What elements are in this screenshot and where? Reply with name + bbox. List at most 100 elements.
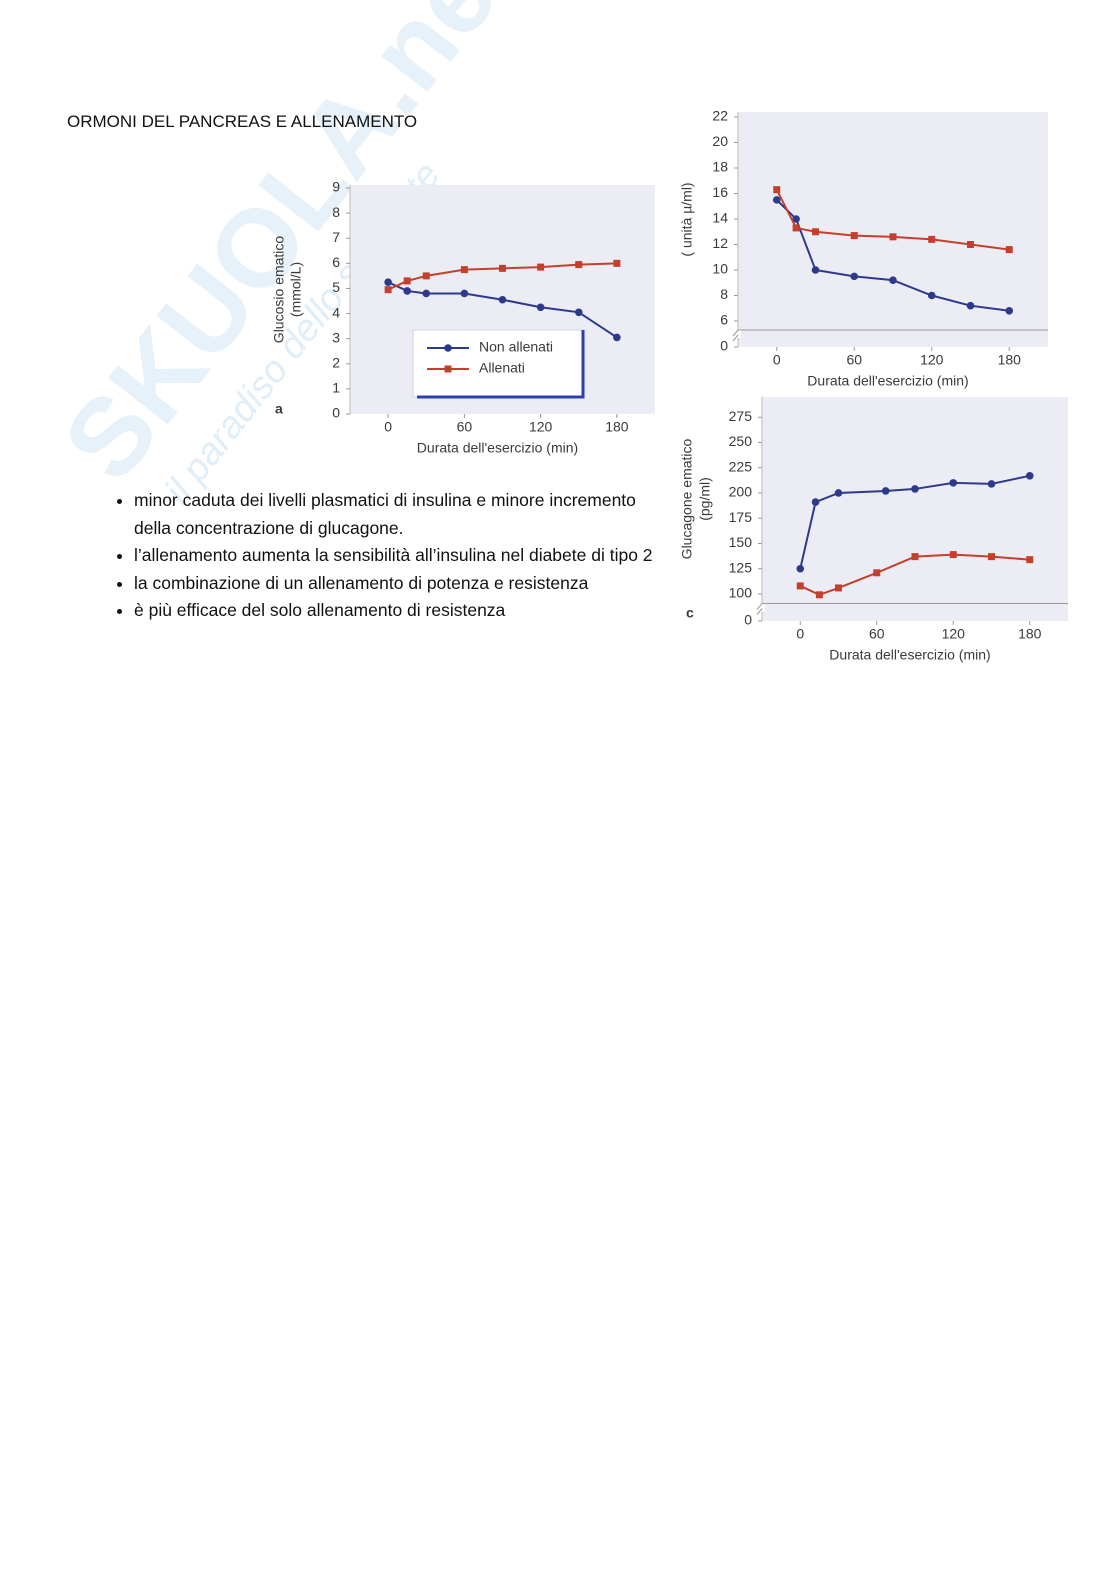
x-axis-title: Durata dell'esercizio (min) bbox=[829, 647, 990, 663]
data-point bbox=[811, 498, 820, 506]
bullet-list: minor caduta dei livelli plasmatici di i… bbox=[100, 487, 674, 625]
data-point bbox=[811, 266, 820, 274]
data-point bbox=[873, 569, 881, 577]
bullet: è più efficace del solo allenamento di r… bbox=[134, 597, 674, 625]
y-tick-label: 4 bbox=[332, 304, 340, 320]
y-tick-label: 8 bbox=[332, 204, 340, 220]
legend-label: Non allenati bbox=[479, 339, 553, 355]
data-point bbox=[966, 301, 975, 310]
bullet: minor caduta dei livelli plasmatici di i… bbox=[134, 487, 674, 542]
data-point bbox=[384, 278, 392, 286]
data-point bbox=[422, 272, 430, 280]
data-point bbox=[834, 489, 843, 497]
data-point bbox=[792, 224, 800, 232]
x-tick-label: 0 bbox=[796, 626, 804, 642]
data-point bbox=[773, 186, 781, 194]
y-tick-label: 14 bbox=[712, 210, 728, 226]
x-tick-label: 120 bbox=[529, 419, 553, 435]
y-tick-label: 225 bbox=[729, 458, 753, 474]
data-point bbox=[949, 479, 958, 487]
data-point bbox=[815, 591, 823, 599]
x-axis-title: Durata dell'esercizio (min) bbox=[417, 440, 578, 456]
y-tick-label: 18 bbox=[712, 159, 728, 175]
y-tick-label: 8 bbox=[720, 286, 728, 302]
x-tick-label: 60 bbox=[869, 626, 885, 642]
y-tick-label: 0 bbox=[720, 338, 728, 354]
data-point bbox=[574, 308, 583, 317]
data-point bbox=[949, 551, 957, 559]
legend-marker bbox=[444, 365, 452, 373]
data-point bbox=[422, 289, 431, 298]
data-point bbox=[835, 584, 842, 592]
data-point bbox=[772, 196, 781, 204]
y-axis-title: Glucosio ematico bbox=[271, 236, 287, 344]
data-point bbox=[988, 553, 995, 561]
data-point bbox=[1005, 246, 1013, 254]
x-tick-label: 120 bbox=[942, 626, 966, 642]
series-line bbox=[799, 474, 1030, 569]
y-tick-label: 0 bbox=[332, 405, 340, 421]
y-tick-label: 22 bbox=[712, 108, 728, 124]
y-tick-label: 6 bbox=[720, 312, 728, 328]
plot-area bbox=[738, 112, 1048, 347]
data-point bbox=[812, 228, 819, 236]
y-tick-label: 175 bbox=[729, 509, 753, 525]
data-point bbox=[911, 553, 919, 561]
y-tick-label: 20 bbox=[712, 133, 728, 149]
y-tick-label: 250 bbox=[729, 433, 753, 449]
y-tick-label: 100 bbox=[729, 585, 753, 601]
data-point bbox=[403, 277, 411, 285]
data-point bbox=[796, 582, 804, 590]
data-point bbox=[987, 480, 996, 488]
y-tick-label: 5 bbox=[332, 279, 340, 295]
data-point bbox=[460, 266, 468, 274]
y-tick-label: 6 bbox=[332, 254, 340, 270]
data-point bbox=[967, 241, 974, 248]
data-point bbox=[1005, 307, 1014, 315]
data-point bbox=[1026, 556, 1034, 564]
legend-label: Allenati bbox=[479, 360, 525, 376]
data-point bbox=[613, 259, 621, 267]
legend-marker bbox=[444, 344, 452, 352]
bullet: l’allenamento aumenta la sensibilità all… bbox=[134, 542, 674, 570]
data-point bbox=[927, 291, 936, 300]
y-tick-label: 12 bbox=[712, 235, 728, 251]
data-point bbox=[881, 487, 890, 495]
data-point bbox=[460, 289, 469, 298]
x-tick-label: 180 bbox=[998, 352, 1022, 368]
x-tick-label: 120 bbox=[920, 352, 944, 368]
y-tick-label: 275 bbox=[729, 408, 753, 424]
y-tick-label: 150 bbox=[729, 534, 753, 550]
data-point bbox=[850, 232, 858, 240]
y-tick-label: 200 bbox=[729, 484, 753, 500]
x-tick-label: 180 bbox=[1018, 626, 1042, 642]
data-point bbox=[537, 263, 545, 271]
y-tick-label: 125 bbox=[729, 559, 753, 575]
panel-label: c bbox=[686, 605, 694, 621]
data-point bbox=[536, 303, 545, 312]
axis-break-gap bbox=[735, 330, 741, 338]
y-tick-label: 2 bbox=[332, 354, 340, 370]
data-point bbox=[498, 295, 507, 304]
data-point bbox=[575, 261, 583, 269]
x-axis-title: Durata dell'esercizio (min) bbox=[807, 373, 968, 389]
y-tick-label: 3 bbox=[332, 329, 340, 345]
data-point bbox=[1025, 472, 1034, 480]
y-tick-label: 10 bbox=[712, 261, 728, 277]
panel-label: a bbox=[275, 401, 283, 417]
axis-break bbox=[756, 603, 1068, 615]
x-tick-label: 180 bbox=[605, 419, 629, 435]
data-point bbox=[928, 235, 936, 243]
y-axis-title: (pg/ml) bbox=[697, 477, 713, 521]
data-point bbox=[889, 233, 897, 241]
plot-area bbox=[762, 397, 1068, 621]
data-point bbox=[403, 287, 411, 295]
y-axis-title: ( unità µ/ml) bbox=[679, 182, 695, 256]
x-tick-label: 60 bbox=[457, 419, 473, 435]
axis-break-gap bbox=[759, 603, 765, 612]
data-point bbox=[499, 264, 506, 272]
data-point bbox=[889, 276, 897, 285]
data-point bbox=[613, 333, 621, 342]
